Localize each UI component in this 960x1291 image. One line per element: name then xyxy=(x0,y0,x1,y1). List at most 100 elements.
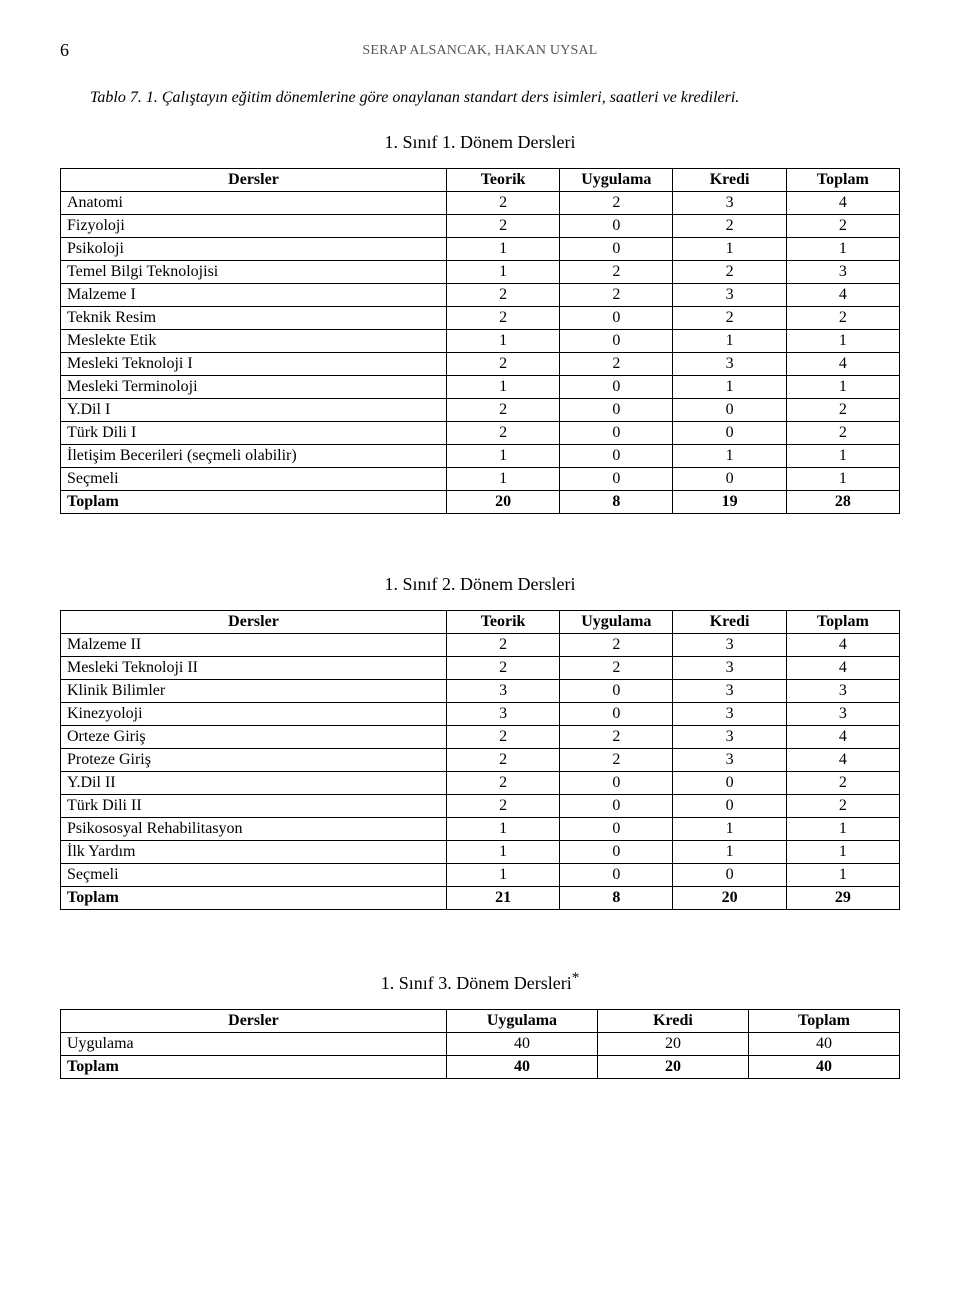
table-cell: 3 xyxy=(446,703,559,726)
table-cell: 4 xyxy=(786,657,899,680)
header-cell: Kredi xyxy=(673,611,786,634)
total-cell: 40 xyxy=(748,1056,899,1079)
table-cell: 0 xyxy=(560,445,673,468)
table-cell: 1 xyxy=(786,445,899,468)
table-row: Seçmeli1001 xyxy=(61,468,900,491)
table-cell: 1 xyxy=(786,468,899,491)
table-cell: 1 xyxy=(673,818,786,841)
total-cell: Toplam xyxy=(61,1056,447,1079)
table-cell: 1 xyxy=(786,330,899,353)
table-cell: Malzeme II xyxy=(61,634,447,657)
header-cell: Toplam xyxy=(786,169,899,192)
table-cell: 1 xyxy=(786,841,899,864)
table-cell: 2 xyxy=(560,284,673,307)
table-cell: Y.Dil I xyxy=(61,399,447,422)
table-cell: 1 xyxy=(673,238,786,261)
header-cell: Teorik xyxy=(446,169,559,192)
table-1: Dersler Teorik Uygulama Kredi Toplam Ana… xyxy=(60,168,900,514)
table-cell: 2 xyxy=(560,634,673,657)
table-cell: 0 xyxy=(560,795,673,818)
table-cell: Malzeme I xyxy=(61,284,447,307)
table-row: İletişim Becerileri (seçmeli olabilir)10… xyxy=(61,445,900,468)
section3-title: 1. Sınıf 3. Dönem Dersleri* xyxy=(60,970,900,994)
total-cell: 20 xyxy=(446,491,559,514)
total-cell: 40 xyxy=(446,1056,597,1079)
table-cell: 0 xyxy=(560,422,673,445)
table-cell: 2 xyxy=(446,307,559,330)
total-cell: 28 xyxy=(786,491,899,514)
table-cell: 1 xyxy=(446,376,559,399)
table-cell: 2 xyxy=(786,772,899,795)
table-cell: 1 xyxy=(673,330,786,353)
running-head: SERAP ALSANCAK, HAKAN UYSAL xyxy=(60,43,900,59)
table-cell: Türk Dili I xyxy=(61,422,447,445)
total-cell: Toplam xyxy=(61,491,447,514)
table-cell: 1 xyxy=(786,238,899,261)
table-cell: 0 xyxy=(560,376,673,399)
table-cell: Mesleki Teknoloji II xyxy=(61,657,447,680)
table-header-row: Dersler Teorik Uygulama Kredi Toplam xyxy=(61,611,900,634)
table-cell: 0 xyxy=(560,680,673,703)
table-cell: 0 xyxy=(560,215,673,238)
table-row: Klinik Bilimler3033 xyxy=(61,680,900,703)
table-cell: 0 xyxy=(673,399,786,422)
table-cell: 3 xyxy=(673,680,786,703)
table-cell: 1 xyxy=(446,445,559,468)
table-cell: 2 xyxy=(673,307,786,330)
header-cell: Dersler xyxy=(61,611,447,634)
table-cell: 2 xyxy=(673,215,786,238)
asterisk-icon: * xyxy=(572,970,580,986)
table-cell: 2 xyxy=(560,657,673,680)
table-cell: 0 xyxy=(560,703,673,726)
table-cell: 2 xyxy=(560,192,673,215)
table-cell: Klinik Bilimler xyxy=(61,680,447,703)
table-cell: 0 xyxy=(560,330,673,353)
table-cell: 2 xyxy=(446,284,559,307)
table-cell: 1 xyxy=(446,468,559,491)
table-row: Seçmeli1001 xyxy=(61,864,900,887)
table-cell: 0 xyxy=(560,307,673,330)
table-caption: Tablo 7. 1. Çalıştayın eğitim dönemlerin… xyxy=(90,89,890,107)
table-row: Mesleki Teknoloji II2234 xyxy=(61,657,900,680)
table-cell: İlk Yardım xyxy=(61,841,447,864)
table-cell: Meslekte Etik xyxy=(61,330,447,353)
table-cell: 2 xyxy=(446,634,559,657)
table-cell: 3 xyxy=(786,703,899,726)
table-cell: Mesleki Terminoloji xyxy=(61,376,447,399)
table-cell: 0 xyxy=(560,772,673,795)
table-row: Temel Bilgi Teknolojisi1223 xyxy=(61,261,900,284)
table-cell: Psikoloji xyxy=(61,238,447,261)
table-cell: İletişim Becerileri (seçmeli olabilir) xyxy=(61,445,447,468)
table-cell: 1 xyxy=(446,261,559,284)
table-row: Mesleki Terminoloji1011 xyxy=(61,376,900,399)
total-cell: 21 xyxy=(446,887,559,910)
table-cell: 3 xyxy=(446,680,559,703)
table-row: Psikoloji1011 xyxy=(61,238,900,261)
table-cell: 1 xyxy=(673,841,786,864)
total-cell: 29 xyxy=(786,887,899,910)
table-cell: 40 xyxy=(446,1033,597,1056)
table-cell: Seçmeli xyxy=(61,864,447,887)
table-row: Y.Dil I2002 xyxy=(61,399,900,422)
table-cell: 0 xyxy=(560,864,673,887)
header-cell: Uygulama xyxy=(560,169,673,192)
table-cell: 2 xyxy=(446,772,559,795)
table-cell: 1 xyxy=(786,376,899,399)
table-cell: 2 xyxy=(446,399,559,422)
table-cell: 2 xyxy=(446,795,559,818)
table-row: Malzeme II2234 xyxy=(61,634,900,657)
table-row: Mesleki Teknoloji I2234 xyxy=(61,353,900,376)
table-total-row: Toplam 20 8 19 28 xyxy=(61,491,900,514)
table-row: Uygulama402040 xyxy=(61,1033,900,1056)
table-cell: 20 xyxy=(597,1033,748,1056)
table-cell: 2 xyxy=(786,307,899,330)
table-cell: 4 xyxy=(786,192,899,215)
table-row: Orteze Giriş2234 xyxy=(61,726,900,749)
table-cell: 2 xyxy=(786,422,899,445)
table-cell: 1 xyxy=(786,818,899,841)
table-3: Dersler Uygulama Kredi Toplam Uygulama40… xyxy=(60,1009,900,1079)
table-cell: 1 xyxy=(446,330,559,353)
total-cell: 20 xyxy=(597,1056,748,1079)
table-cell: Y.Dil II xyxy=(61,772,447,795)
table-cell: Mesleki Teknoloji I xyxy=(61,353,447,376)
